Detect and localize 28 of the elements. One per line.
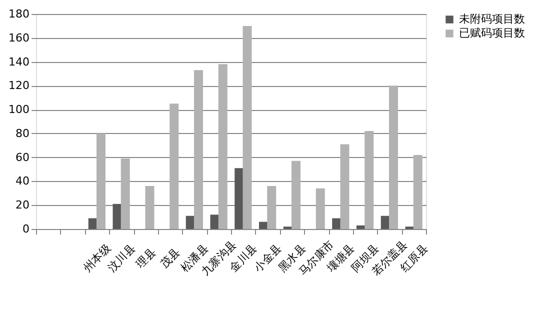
y-tick-label: 20 — [16, 198, 30, 212]
bar — [145, 186, 154, 229]
bar — [340, 144, 350, 229]
bar — [292, 160, 300, 229]
y-tick-label: 100 — [8, 103, 30, 116]
bar — [234, 168, 244, 229]
bar — [170, 104, 179, 229]
y-tick-label: 180 — [8, 8, 30, 20]
bar — [316, 188, 325, 229]
bar — [332, 218, 342, 229]
y-tick-label: 120 — [8, 79, 30, 92]
y-tick-label: 140 — [8, 55, 30, 68]
bar — [218, 64, 228, 229]
legend-label: 未附码项目数 — [459, 12, 525, 26]
bar — [242, 26, 252, 229]
y-tick-label: 80 — [16, 126, 30, 140]
bar — [267, 186, 276, 229]
bar — [413, 154, 422, 229]
y-tick-label: 0 — [22, 222, 30, 236]
bar — [389, 86, 398, 229]
y-tick-label: 160 — [8, 31, 30, 44]
bar — [194, 70, 203, 229]
bar — [364, 131, 374, 229]
legend-label: 已赋码项目数 — [459, 26, 525, 40]
bar — [96, 133, 106, 229]
y-tick-label: 60 — [16, 150, 30, 164]
y-tick-label: 40 — [16, 174, 30, 188]
bar — [120, 158, 130, 229]
